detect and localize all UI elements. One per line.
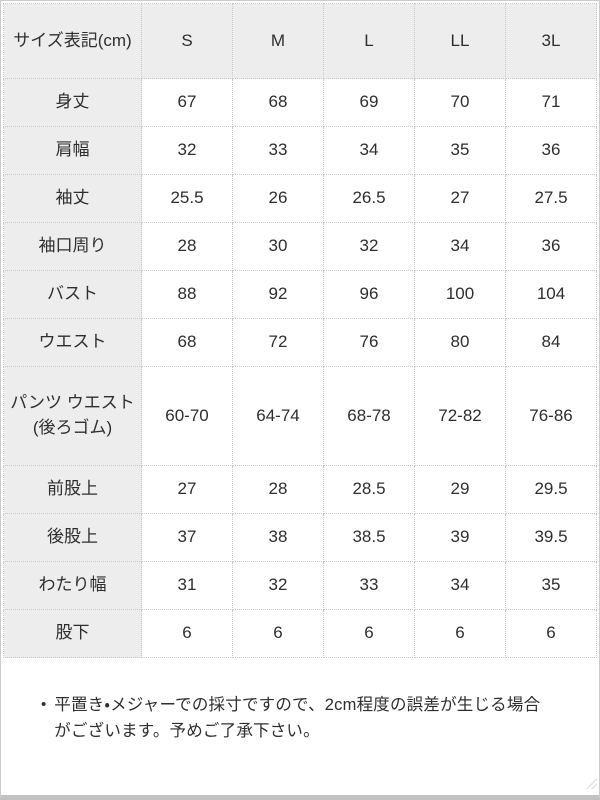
size-value-cell: 68 [232, 78, 324, 127]
size-unit-header: サイズ表記(cm) [3, 3, 142, 79]
size-value-cell: 6 [505, 609, 597, 658]
size-value-cell: 68-78 [323, 366, 415, 466]
size-value-cell: 27.5 [505, 174, 597, 223]
row-label: バスト [3, 270, 142, 319]
size-value-cell: 72 [232, 318, 324, 367]
size-value-cell: 68 [141, 318, 233, 367]
size-value-cell: 31 [141, 561, 233, 610]
size-value-cell: 60-70 [141, 366, 233, 466]
size-value-cell: 6 [141, 609, 233, 658]
size-value-cell: 71 [505, 78, 597, 127]
header-row: サイズ表記(cm) S M L LL 3L [3, 3, 597, 79]
size-value-cell: 80 [414, 318, 506, 367]
size-value-cell: 96 [323, 270, 415, 319]
measurement-note: • 平置き・メジャーでの採寸ですので、2cm程度の誤差が生じる場合がございます。… [41, 692, 569, 744]
size-value-cell: 34 [414, 222, 506, 271]
size-value-cell: 33 [323, 561, 415, 610]
size-value-cell: 28.5 [323, 465, 415, 514]
size-value-cell: 104 [505, 270, 597, 319]
size-value-cell: 29.5 [505, 465, 597, 514]
measurement-note-text: 平置き・メジャーでの採寸ですので、2cm程度の誤差が生じる場合がございます。予め… [54, 696, 541, 740]
size-value-cell: 70 [414, 78, 506, 127]
size-column-header: 3L [505, 3, 597, 79]
size-value-cell: 35 [505, 561, 597, 610]
size-value-cell: 6 [323, 609, 415, 658]
size-value-cell: 38 [232, 513, 324, 562]
table-row: 袖丈 25.5 26 26.5 27 27.5 [3, 174, 597, 223]
size-value-cell: 84 [505, 318, 597, 367]
table-row: 後股上 37 38 38.5 39 39.5 [3, 513, 597, 562]
row-label: わたり幅 [3, 561, 142, 610]
size-value-cell: 28 [232, 465, 324, 514]
size-value-cell: 6 [414, 609, 506, 658]
size-value-cell: 67 [141, 78, 233, 127]
table-row: 股下 6 6 6 6 6 [3, 609, 597, 658]
size-chart-body: 身丈 67 68 69 70 71 肩幅 32 33 34 35 36 袖丈 25.5 26 26.5 27 27… [3, 78, 597, 658]
size-value-cell: 34 [323, 126, 415, 175]
table-row: バスト 88 92 96 100 104 [3, 270, 597, 319]
resize-grip-icon[interactable] [584, 776, 597, 789]
size-value-cell: 39.5 [505, 513, 597, 562]
size-value-cell: 32 [141, 126, 233, 175]
size-value-cell: 26.5 [323, 174, 415, 223]
table-row: 袖口周り 28 30 32 34 36 [3, 222, 597, 271]
size-value-cell: 35 [414, 126, 506, 175]
size-value-cell: 28 [141, 222, 233, 271]
size-value-cell: 72-82 [414, 366, 506, 466]
size-value-cell: 64-74 [232, 366, 324, 466]
size-value-cell: 25.5 [141, 174, 233, 223]
size-value-cell: 39 [414, 513, 506, 562]
size-value-cell: 38.5 [323, 513, 415, 562]
size-value-cell: 32 [232, 561, 324, 610]
size-value-cell: 34 [414, 561, 506, 610]
size-value-cell: 26 [232, 174, 324, 223]
row-label: 身丈 [3, 78, 142, 127]
row-label: 股下 [3, 609, 142, 658]
size-value-cell: 30 [232, 222, 324, 271]
size-value-cell: 69 [323, 78, 415, 127]
size-value-cell: 88 [141, 270, 233, 319]
table-row: 身丈 67 68 69 70 71 [3, 78, 597, 127]
size-value-cell: 27 [414, 174, 506, 223]
size-value-cell: 36 [505, 222, 597, 271]
size-value-cell: 33 [232, 126, 324, 175]
row-label: 後股上 [3, 513, 142, 562]
row-label: 前股上 [3, 465, 142, 514]
table-row: ウエスト 68 72 76 80 84 [3, 318, 597, 367]
size-value-cell: 6 [232, 609, 324, 658]
table-row: 肩幅 32 33 34 35 36 [3, 126, 597, 175]
size-value-cell: 32 [323, 222, 415, 271]
size-column-header: L [323, 3, 415, 79]
size-value-cell: 76-86 [505, 366, 597, 466]
size-value-cell: 76 [323, 318, 415, 367]
size-value-cell: 36 [505, 126, 597, 175]
size-column-header: M [232, 3, 324, 79]
row-label: 肩幅 [3, 126, 142, 175]
size-chart-table: サイズ表記(cm) S M L LL 3L 身丈 67 68 69 70 71 肩幅 32 33 34 35… [3, 3, 597, 658]
table-row: パンツ ウエスト (後ろゴム) 60-70 64-74 68-78 72-82 76-86 [3, 366, 597, 466]
table-row: わたり幅 31 32 33 34 35 [3, 561, 597, 610]
row-label: 袖口周り [3, 222, 142, 271]
size-column-header: S [141, 3, 233, 79]
row-label: 袖丈 [3, 174, 142, 223]
table-row: 前股上 27 28 28.5 29 29.5 [3, 465, 597, 514]
row-label: パンツ ウエスト (後ろゴム) [3, 366, 142, 466]
size-value-cell: 29 [414, 465, 506, 514]
size-value-cell: 27 [141, 465, 233, 514]
note-area: • 平置き・メジャーでの採寸ですので、2cm程度の誤差が生じる場合がございます。… [3, 658, 597, 744]
bullet-marker: • [41, 696, 47, 713]
size-value-cell: 92 [232, 270, 324, 319]
size-value-cell: 100 [414, 270, 506, 319]
size-value-cell: 37 [141, 513, 233, 562]
size-column-header: LL [414, 3, 506, 79]
row-label: ウエスト [3, 318, 142, 367]
